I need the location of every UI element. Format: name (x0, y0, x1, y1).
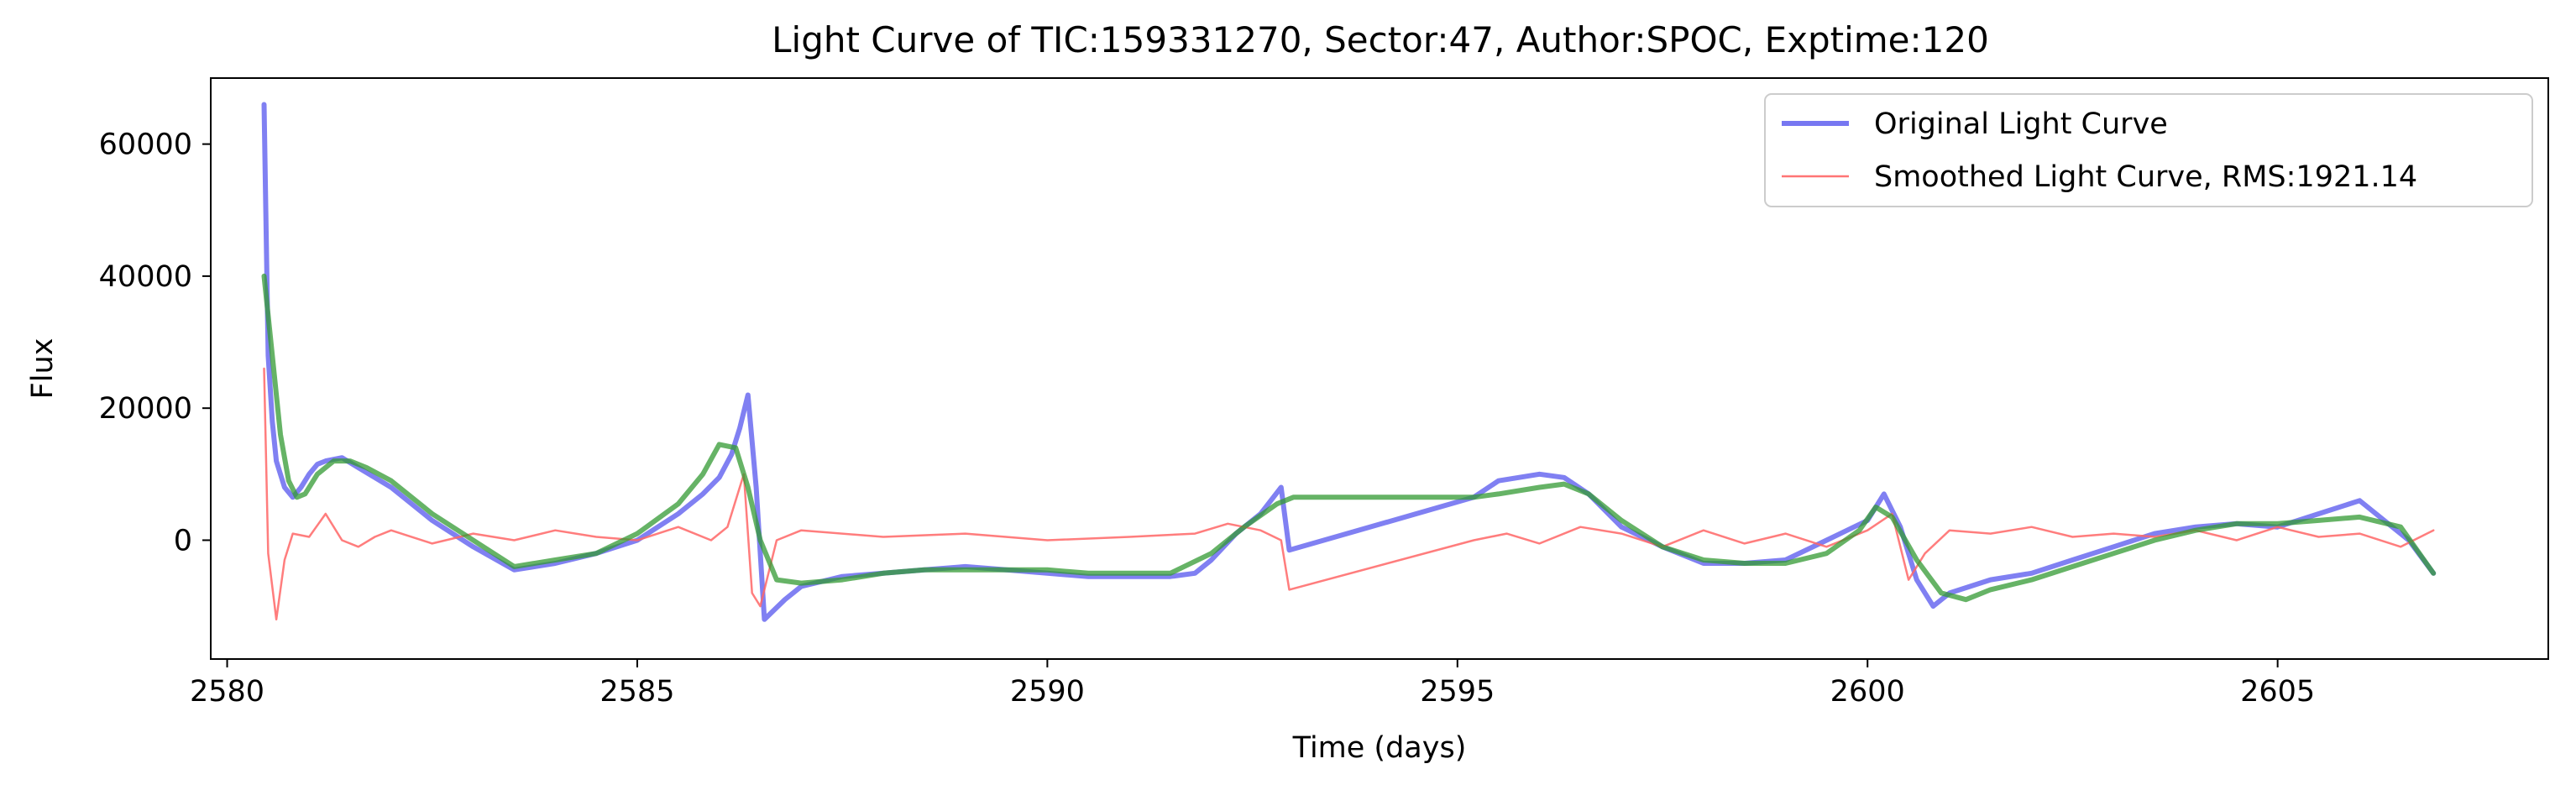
series-layer (261, 102, 2437, 622)
series-line-smoothed (263, 367, 2435, 621)
series-line-trend (261, 273, 2437, 603)
x-tick-label: 2585 (599, 675, 674, 709)
legend-label-smoothed: Smoothed Light Curve, RMS:1921.14 (1874, 160, 2417, 194)
x-axis-label: Time (days) (1292, 731, 1467, 765)
y-axis: 0 20000 40000 60000 (99, 128, 211, 557)
y-axis-label: Flux (26, 338, 60, 400)
legend-label-original: Original Light Curve (1874, 107, 2168, 141)
x-tick-label: 2595 (1420, 675, 1495, 709)
y-tick-label: 0 (174, 524, 192, 557)
x-axis: 2580 2585 2590 2595 2600 2605 (190, 659, 2315, 709)
chart-title: Light Curve of TIC:159331270, Sector:47,… (772, 19, 1989, 60)
y-tick-label: 20000 (99, 392, 192, 426)
x-tick-label: 2580 (190, 675, 264, 709)
plot-frame (210, 77, 2549, 660)
y-tick-label: 60000 (99, 128, 192, 162)
x-tick-label: 2605 (2240, 675, 2315, 709)
series-line-original (261, 102, 2437, 622)
legend: Original Light Curve Smoothed Light Curv… (1764, 93, 2533, 207)
legend-box (1764, 93, 2533, 207)
plot-area (210, 77, 2549, 660)
y-tick-label: 40000 (99, 260, 192, 294)
x-tick-label: 2590 (1010, 675, 1085, 709)
x-tick-label: 2600 (1830, 675, 1905, 709)
